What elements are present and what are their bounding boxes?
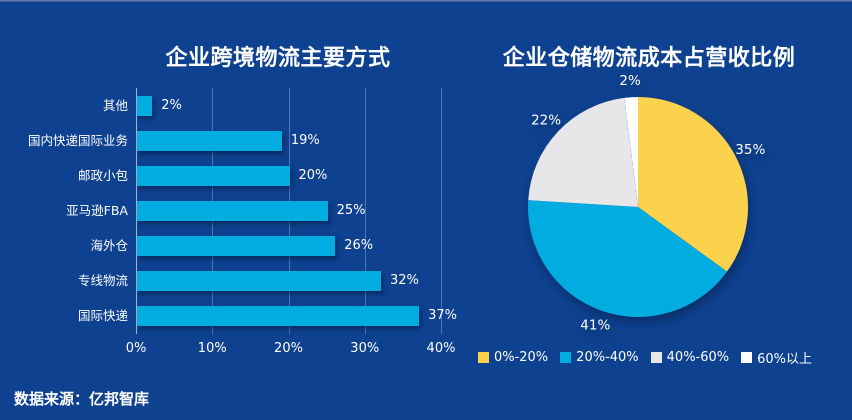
legend-label: 40%-60% [666,350,730,365]
bar-category-label: 国际快递 [77,308,128,324]
x-axis-tick: 20% [274,341,303,356]
legend-swatch-icon [741,352,753,363]
pie-slice-0%-20% [638,97,749,272]
legend-item-0%-20%: 0%-20% [477,350,549,365]
bar-category-label: 其他 [102,97,128,113]
bar-value-label: 2% [161,97,182,113]
bar-category-label: 亚马逊FBA [66,203,128,218]
bar-value-label: 32% [390,273,419,289]
bar-chart-title: 企业跨境物流主要方式 [165,46,391,72]
pie-slice-20%-40% [528,200,727,317]
pie-slice-value-label: 41% [580,318,610,334]
data-source-label: 数据来源：亿邦智库 [14,390,150,408]
bar-gridline [364,88,366,334]
bar-category-label: 专线物流 [77,273,128,289]
bar [137,130,282,151]
bar-value-label: 25% [336,203,366,218]
pie-slice-60%以上 [624,97,638,207]
bar [137,306,420,327]
legend-item-20%-40%: 20%-40% [560,350,639,365]
pie-chart: 35% 41% 22% 2% [528,73,765,334]
pie-legend: 0%-20% 20%-40% 40%-60% 60%以上 [445,348,845,367]
bar-category-label: 邮政小包 [77,167,128,183]
bar-value-label: 37% [428,308,458,324]
pie-slice-value-label: 2% [619,73,641,89]
bar-gridline [288,88,290,334]
bar-value-label: 26% [344,238,374,254]
pie-slice-40%-60% [528,97,638,207]
bar-category-label: 海外仓 [90,238,128,254]
pie-slice-value-label: 22% [531,113,561,129]
x-axis-tick: 10% [197,341,227,356]
bar [137,201,328,221]
pie-slice-value-label: 35% [735,142,765,158]
bar-value-label: 20% [298,167,328,183]
bar-category-label: 国内快递国际业务 [27,132,128,148]
x-axis-tick: 0% [125,341,147,356]
top-border-strip [0,0,852,2]
bar-gridline [136,88,137,334]
x-axis-tick: 30% [350,341,380,356]
legend-swatch-icon [650,352,662,363]
pie-chart-title: 企业仓储物流成本占营收比例 [502,46,796,72]
bar [137,271,381,292]
bar-gridline [441,88,442,334]
bar-gridline [212,88,214,334]
legend-label: 20%-40% [576,350,639,365]
bar [137,236,336,257]
legend-label: 0%-20% [493,350,549,365]
legend-swatch-icon [477,352,489,363]
legend-label: 60%以上 [757,352,813,367]
bar [137,95,153,116]
legend-item-40%-60%: 40%-60% [650,350,730,365]
pie-slice-dashed-boundary [623,97,639,208]
bar [137,165,290,186]
bar-value-label: 19% [290,132,320,148]
legend-swatch-icon [560,352,572,363]
legend-item-60%以上: 60%以上 [741,348,812,367]
